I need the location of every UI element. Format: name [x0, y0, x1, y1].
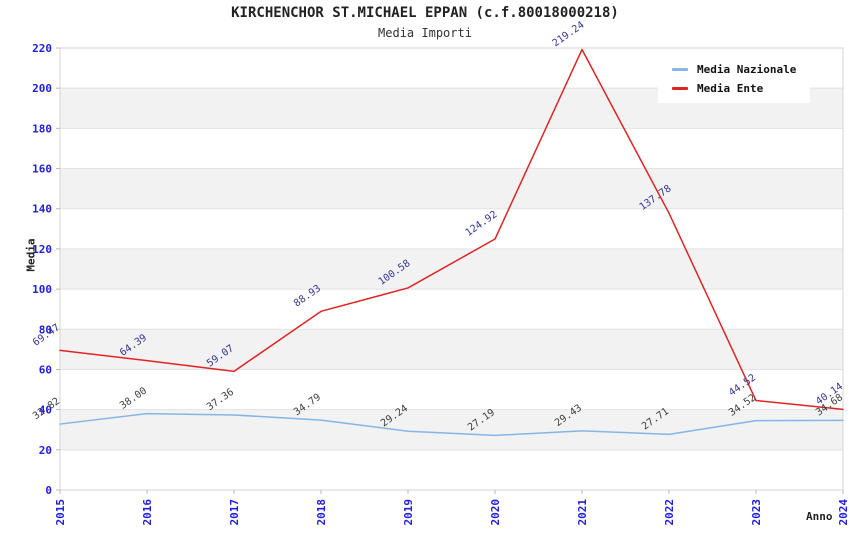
legend-item-media-nazionale: Media Nazionale [672, 64, 796, 75]
x-tick-label: 2022 [663, 499, 676, 526]
plot-band [60, 168, 843, 209]
x-tick-label: 2023 [750, 499, 763, 526]
y-tick-label: 200 [32, 82, 52, 95]
y-tick-label: 220 [32, 42, 52, 55]
series-line-media-ente [59, 48, 844, 411]
data-label-media-nazionale: 37.36 [205, 387, 236, 413]
data-label-media-ente: 219.24 [551, 20, 587, 50]
plot-band [60, 409, 843, 450]
x-tick-label: 2024 [837, 499, 850, 526]
y-tick-label: 120 [32, 243, 52, 256]
legend-label: Media Nazionale [697, 63, 797, 76]
chart-subtitle: Media Importi [378, 26, 472, 40]
x-tick-label: 2015 [54, 499, 67, 526]
y-tick-label: 180 [32, 122, 52, 135]
data-label-media-ente: 124.92 [464, 209, 500, 239]
x-tick-label: 2016 [141, 499, 154, 526]
series-line-media-nazionale [59, 412, 844, 437]
x-axis-title: Anno [806, 510, 833, 523]
x-tick-label: 2021 [576, 499, 589, 526]
data-label-media-nazionale: 32.82 [31, 396, 62, 422]
legend-item-media-ente: Media Ente [672, 83, 796, 94]
y-tick-label: 60 [39, 363, 52, 376]
y-tick-label: 140 [32, 203, 52, 216]
chart-title: KIRCHENCHOR ST.MICHAEL EPPAN (c.f.800180… [231, 5, 619, 21]
y-tick-label: 0 [45, 484, 52, 497]
legend-swatch-icon [672, 68, 688, 71]
plot-band [60, 248, 843, 290]
x-tick-label: 2019 [402, 499, 415, 526]
y-tick-label: 40 [39, 404, 52, 417]
y-axis-title: Media [24, 238, 38, 272]
plot-border [59, 47, 844, 491]
y-tick-label: 80 [39, 323, 52, 336]
legend-swatch-icon [672, 87, 688, 90]
y-tick-label: 100 [32, 283, 52, 296]
data-label-media-nazionale: 38.00 [118, 385, 149, 411]
y-tick-label: 20 [39, 444, 52, 457]
legend-label: Media Ente [697, 82, 764, 95]
x-tick-label: 2017 [228, 499, 241, 526]
chart-legend: Media Nazionale Media Ente [658, 56, 811, 103]
x-tick-label: 2018 [315, 499, 328, 526]
y-tick-label: 160 [32, 163, 52, 176]
plot-band [60, 329, 843, 370]
x-tick-label: 2020 [489, 499, 502, 526]
